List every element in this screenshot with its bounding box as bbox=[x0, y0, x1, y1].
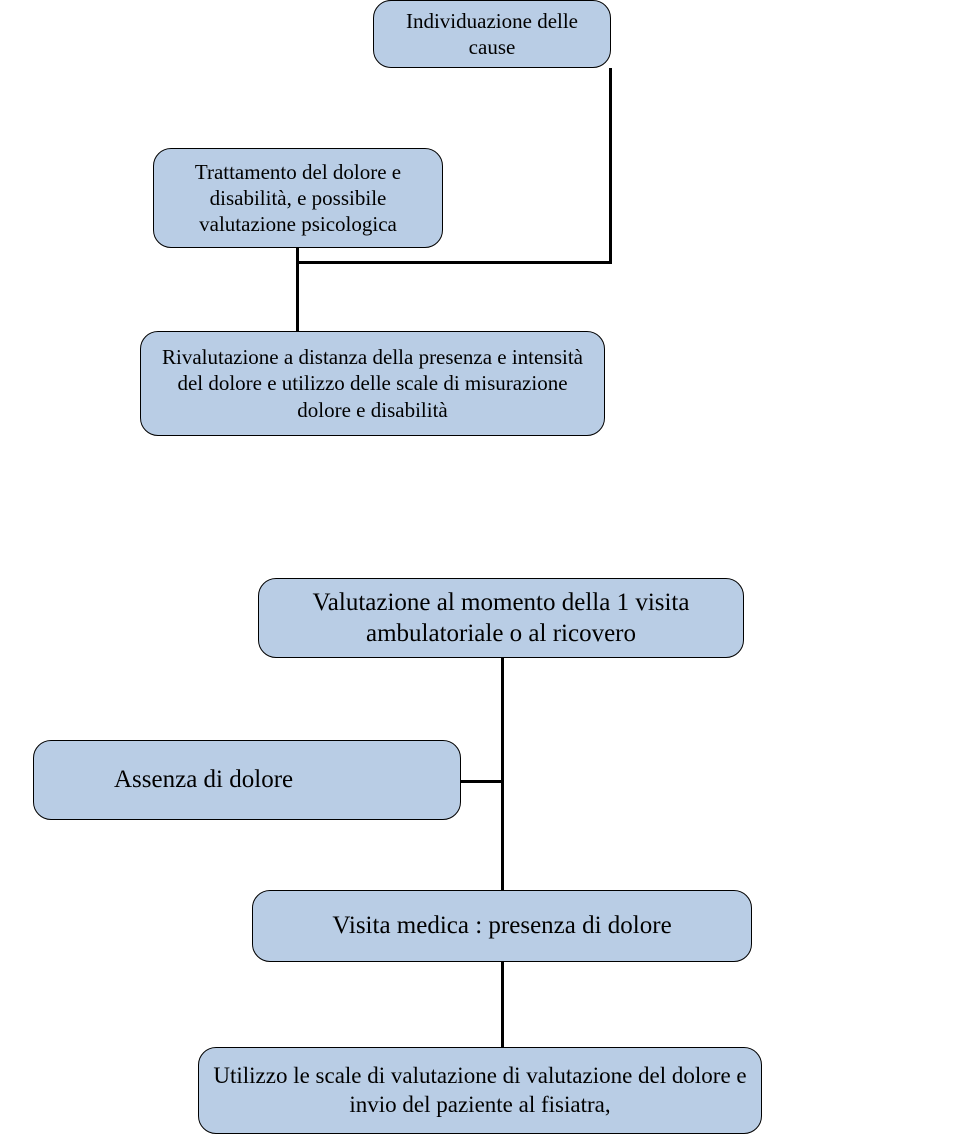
node-label: Visita medica : presenza di dolore bbox=[332, 910, 671, 941]
node-label: Individuazione delle cause bbox=[388, 8, 596, 61]
node-trattamento: Trattamento del dolore e disabilità, e p… bbox=[153, 148, 443, 248]
edge-n1-n3-v bbox=[609, 68, 612, 264]
node-label: Utilizzo le scale di valutazione di valu… bbox=[213, 1062, 747, 1120]
node-label: Rivalutazione a distanza della presenza … bbox=[155, 344, 590, 423]
node-label: Trattamento del dolore e disabilità, e p… bbox=[168, 159, 428, 238]
edge-n4-n5-h bbox=[461, 780, 504, 783]
edge-n1-n3-h bbox=[296, 261, 612, 264]
node-individuazione: Individuazione delle cause bbox=[373, 0, 611, 68]
node-rivalutazione: Rivalutazione a distanza della presenza … bbox=[140, 331, 605, 436]
edge-n4-n6 bbox=[501, 658, 504, 890]
edge-n2-n3 bbox=[296, 248, 299, 331]
edge-n6-n7 bbox=[501, 962, 504, 1047]
node-assenza-dolore: Assenza di dolore bbox=[33, 740, 461, 820]
node-valutazione-visita: Valutazione al momento della 1 visita am… bbox=[258, 578, 744, 658]
node-label: Valutazione al momento della 1 visita am… bbox=[273, 587, 729, 650]
node-utilizzo-scale: Utilizzo le scale di valutazione di valu… bbox=[198, 1047, 762, 1134]
node-label: Assenza di dolore bbox=[114, 764, 293, 795]
node-visita-medica: Visita medica : presenza di dolore bbox=[252, 890, 752, 962]
